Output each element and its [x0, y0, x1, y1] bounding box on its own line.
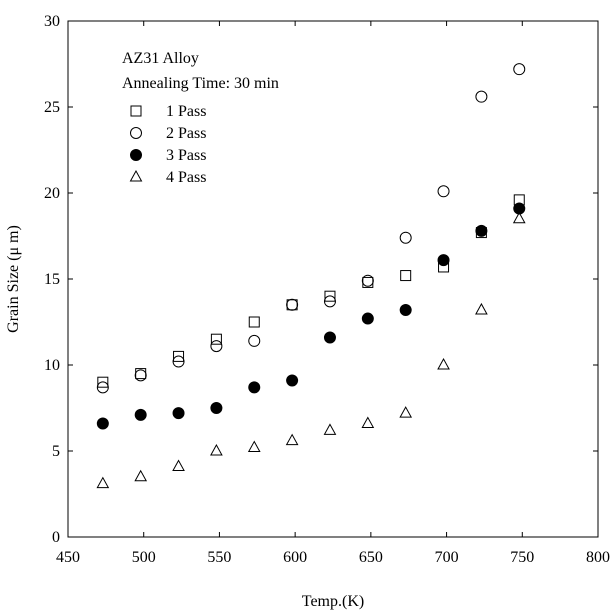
data-point	[286, 298, 299, 311]
legend-label: 1 Pass	[166, 103, 206, 120]
x-axis-label: Temp.(K)	[302, 593, 364, 610]
data-point	[285, 433, 299, 446]
data-point	[134, 469, 148, 482]
data-point	[210, 402, 223, 414]
y-tick-label: 0	[52, 529, 60, 546]
data-point	[210, 340, 223, 353]
data-point	[248, 381, 261, 394]
data-point	[248, 334, 261, 347]
x-tick-label: 500	[132, 549, 156, 566]
data-point	[172, 459, 185, 471]
data-point	[210, 443, 223, 456]
y-tick-label: 5	[52, 443, 60, 460]
annotation-alloy: AZ31 Alloy	[122, 50, 199, 67]
data-point	[399, 303, 412, 316]
y-tick-label: 10	[44, 357, 60, 374]
legend: 1 Pass 2 Pass 3 Pass 4 Pass	[129, 103, 206, 186]
data-point	[173, 350, 185, 362]
y-tick-label: 30	[44, 13, 60, 30]
y-axis-label: Grain Size (μ m)	[5, 225, 22, 333]
data-point	[210, 333, 222, 345]
x-tick-label: 750	[510, 549, 534, 566]
data-point	[475, 90, 488, 103]
series-2	[96, 63, 526, 394]
series-1	[97, 194, 525, 388]
x-tick-label: 600	[283, 549, 307, 566]
data-point	[513, 63, 526, 76]
data-point	[361, 274, 374, 287]
data-point	[97, 376, 109, 388]
data-point	[134, 408, 147, 421]
data-point	[475, 302, 488, 315]
plot-frame	[67, 20, 599, 538]
data-point	[361, 416, 375, 428]
data-point	[323, 331, 336, 344]
y-tick-label: 20	[44, 185, 60, 202]
data-point	[361, 312, 374, 325]
legend-marker	[130, 105, 142, 117]
legend-label: 4 Pass	[166, 169, 206, 186]
legend-label: 2 Pass	[166, 125, 206, 142]
y-tick-label: 25	[44, 99, 60, 116]
annotation-annealing-time: Annealing Time: 30 min	[122, 75, 279, 92]
data-point	[286, 374, 299, 387]
data-point	[437, 254, 450, 267]
legend-marker	[130, 127, 142, 139]
x-tick-label: 700	[435, 549, 459, 566]
data-point	[134, 369, 147, 382]
data-point	[323, 295, 336, 308]
data-point	[399, 231, 412, 244]
data-point	[172, 407, 185, 420]
series-4	[96, 211, 526, 489]
data-point	[513, 202, 526, 215]
data-point	[437, 357, 450, 370]
x-tick-label: 450	[56, 549, 80, 566]
data-point	[400, 270, 412, 282]
data-point	[512, 211, 526, 224]
data-point	[96, 381, 109, 394]
data-point	[475, 224, 488, 237]
data-point	[96, 476, 110, 489]
data-point	[247, 440, 261, 453]
data-points	[96, 63, 526, 489]
data-point	[286, 299, 298, 311]
x-tick-label: 550	[207, 549, 231, 566]
data-point	[96, 417, 109, 430]
x-tick-label: 650	[359, 549, 383, 566]
legend-marker	[129, 169, 143, 182]
legend-label: 3 Pass	[166, 147, 206, 164]
data-point	[399, 406, 413, 418]
x-tick-label: 800	[586, 549, 610, 566]
y-axis-ticks: 0 5 10 15 20 25 30	[44, 13, 598, 546]
data-point	[324, 290, 336, 302]
legend-marker	[130, 149, 142, 161]
data-point	[437, 185, 450, 198]
series-3	[96, 202, 526, 430]
data-point	[323, 423, 337, 435]
data-point	[248, 316, 260, 328]
data-point	[172, 355, 185, 368]
y-tick-label: 15	[44, 271, 60, 288]
x-axis-ticks: 450 500 550 600 650 700 750 800	[56, 21, 610, 566]
